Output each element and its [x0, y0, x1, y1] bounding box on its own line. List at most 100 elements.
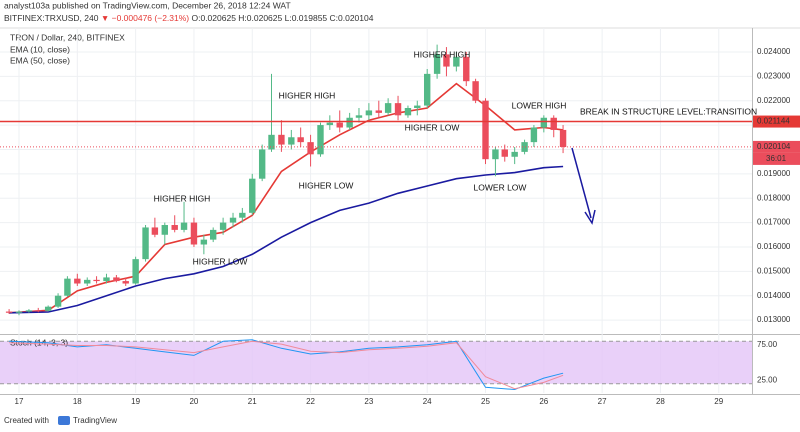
- stoch-tick-label: 25.00: [757, 375, 778, 384]
- y-tick-label: 0.013000: [757, 315, 791, 324]
- candle-body: [25, 310, 33, 312]
- x-tick-label: 21: [248, 397, 257, 406]
- candle-body: [103, 277, 110, 282]
- price-label-box: [753, 140, 800, 153]
- symbol: BITFINEX:TRXUSD, 240: [4, 13, 99, 23]
- publisher: analyst103a published on TradingView.com…: [4, 0, 291, 10]
- x-tick-label: 23: [364, 397, 373, 406]
- x-tick-label: 27: [598, 397, 607, 406]
- candle-body: [365, 110, 373, 116]
- candle-body: [74, 278, 81, 284]
- ohlc: O:0.020625 H:0.020625 L:0.019855 C:0.020…: [192, 13, 374, 23]
- candle-body: [453, 56, 460, 67]
- symbol-line: BITFINEX:TRXUSD, 240 ▼ −0.000476 (−2.31%…: [4, 13, 374, 23]
- candle-body: [375, 110, 382, 113]
- countdown: 36:01: [766, 154, 787, 163]
- annotation: BREAK IN STRUCTURE LEVEL:TRANSITION: [580, 106, 757, 116]
- y-tick-label: 0.015000: [757, 266, 791, 275]
- price-label: 0.021144: [757, 117, 790, 126]
- annotation: LOWER LOW: [474, 182, 527, 192]
- countdown-box: [753, 152, 800, 165]
- candle-body: [297, 137, 304, 143]
- candle-body: [463, 56, 470, 82]
- candle-body: [521, 142, 528, 152]
- candle-body: [559, 129, 567, 148]
- candle-body: [307, 142, 314, 155]
- annotation: HIGHER HIGH: [414, 49, 471, 59]
- annotation: HIGHER HIGH: [279, 90, 336, 100]
- candle-body: [5, 311, 13, 313]
- y-tick-label: 0.023000: [757, 71, 791, 80]
- change: ▼ −0.000476 (−2.31%): [101, 13, 189, 23]
- candle-body: [268, 134, 275, 150]
- x-tick-label: 28: [656, 397, 665, 406]
- footer-created: Created with: [4, 416, 49, 425]
- candle-body: [122, 281, 129, 284]
- x-tick-label: 22: [306, 397, 315, 406]
- annotation: HIGHER LOW: [299, 180, 354, 190]
- y-tick-label: 0.018000: [757, 193, 791, 202]
- annotation: HIGHER LOW: [193, 256, 248, 266]
- candle-body: [501, 149, 508, 157]
- candle-body: [239, 212, 246, 218]
- x-tick-label: 25: [481, 397, 490, 406]
- candle-body: [161, 225, 168, 235]
- price-label: 0.020104: [757, 142, 791, 151]
- x-tick-label: 19: [131, 397, 140, 406]
- candle-body: [414, 105, 421, 109]
- y-tick-label: 0.019000: [757, 169, 791, 178]
- chart-title: TRON / Dollar, 240, BITFINEX: [10, 32, 125, 42]
- x-tick-label: 20: [189, 397, 198, 406]
- candle-body: [404, 108, 412, 116]
- candle-body: [190, 222, 198, 245]
- candle-body: [423, 73, 431, 106]
- annotation: LOWER HIGH: [512, 100, 567, 110]
- candle-body: [132, 259, 139, 284]
- candle-body: [472, 81, 479, 101]
- candle-body: [511, 151, 518, 157]
- x-tick-label: 29: [714, 397, 723, 406]
- candle-body: [209, 229, 217, 240]
- candle-body: [54, 295, 62, 307]
- stoch-tick-label: 75.00: [757, 340, 778, 349]
- candle-body: [326, 122, 334, 126]
- candle-body: [113, 277, 120, 282]
- ema-line: [9, 165, 564, 314]
- price-label-box: [753, 115, 800, 128]
- y-tick-label: 0.022000: [757, 96, 791, 105]
- candle-body: [180, 222, 188, 230]
- candle-body: [482, 100, 489, 160]
- candle-body: [384, 103, 392, 113]
- candle-body: [288, 137, 295, 145]
- y-tick-label: 0.024000: [757, 47, 791, 56]
- y-tick-label: 0.014000: [757, 291, 791, 300]
- candle-body: [151, 227, 159, 235]
- candle-body: [443, 54, 450, 67]
- candle-body: [200, 239, 208, 245]
- x-tick-label: 24: [423, 397, 432, 406]
- candle-body: [355, 115, 363, 118]
- y-tick-label: 0.017000: [757, 218, 791, 227]
- legend-entry: EMA (10, close): [10, 44, 70, 54]
- candle-body: [394, 103, 402, 116]
- ema-line: [9, 82, 564, 314]
- candle-body: [15, 311, 23, 313]
- stoch-line: [9, 340, 564, 390]
- candle-body: [550, 117, 557, 130]
- x-tick-label: 26: [539, 397, 548, 406]
- x-tick-label: 17: [15, 397, 24, 406]
- candle-body: [142, 227, 149, 260]
- legend-entry: EMA (50, close): [10, 55, 70, 65]
- candle-body: [64, 278, 71, 296]
- logo: [58, 416, 70, 425]
- candle-body: [336, 122, 343, 128]
- candle-body: [219, 222, 227, 230]
- candle-body: [93, 279, 100, 282]
- candle-body: [44, 306, 52, 311]
- annotation: HIGHER LOW: [405, 122, 460, 132]
- candle-body: [278, 134, 285, 145]
- candle-body: [84, 279, 91, 284]
- candle-body: [317, 125, 324, 155]
- footer-brand: TradingView: [73, 416, 117, 425]
